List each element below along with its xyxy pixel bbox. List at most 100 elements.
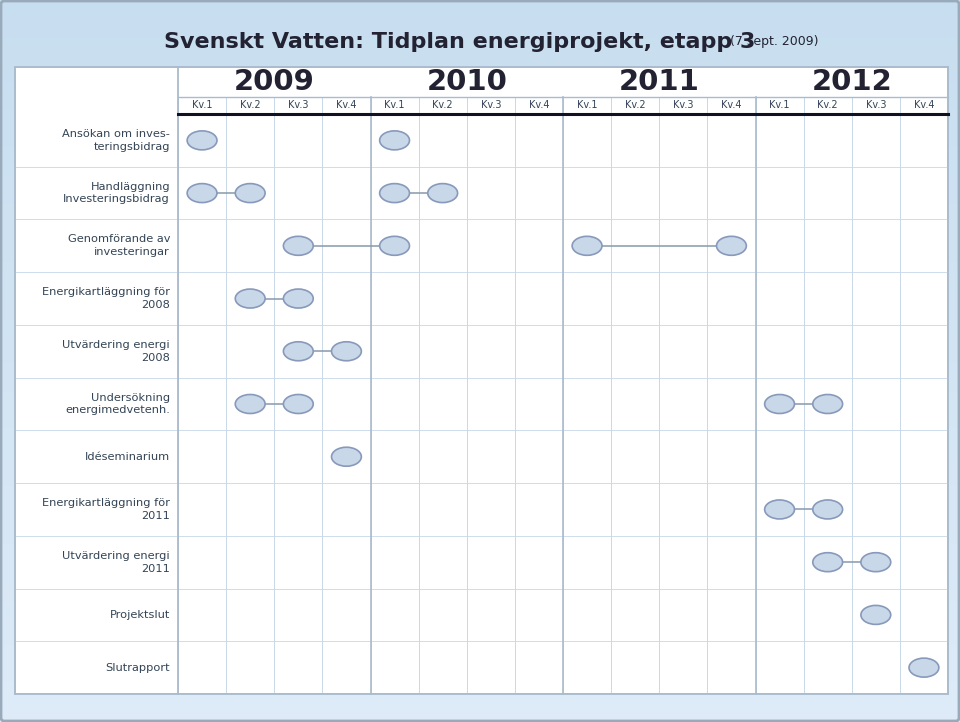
Text: Kv.4: Kv.4 <box>336 100 357 110</box>
Bar <box>0 513 960 520</box>
Bar <box>0 563 960 570</box>
Ellipse shape <box>813 552 843 572</box>
Bar <box>0 542 960 549</box>
Bar <box>0 383 960 390</box>
Bar <box>0 426 960 433</box>
Bar <box>0 58 960 65</box>
Ellipse shape <box>861 606 891 625</box>
Bar <box>0 592 960 599</box>
Text: (7 sept. 2009): (7 sept. 2009) <box>730 35 819 48</box>
Bar <box>0 578 960 585</box>
Bar <box>0 650 960 657</box>
Bar <box>0 180 960 188</box>
Bar <box>0 7 960 14</box>
Bar <box>0 491 960 498</box>
Ellipse shape <box>813 500 843 519</box>
Ellipse shape <box>331 342 361 361</box>
Text: Kv.1: Kv.1 <box>192 100 212 110</box>
Text: Kv.2: Kv.2 <box>432 100 453 110</box>
Text: Kv.2: Kv.2 <box>240 100 260 110</box>
Bar <box>0 679 960 686</box>
Bar <box>0 419 960 426</box>
Text: Genomförande av
investeringar: Genomförande av investeringar <box>67 235 170 257</box>
Bar <box>0 477 960 484</box>
Text: 2010: 2010 <box>426 68 507 96</box>
Bar <box>0 137 960 144</box>
Bar <box>0 628 960 635</box>
Text: Kv.1: Kv.1 <box>384 100 405 110</box>
Bar <box>0 159 960 166</box>
Ellipse shape <box>379 236 410 256</box>
Bar <box>0 361 960 368</box>
FancyBboxPatch shape <box>15 67 948 694</box>
Ellipse shape <box>716 236 746 256</box>
Bar <box>0 318 960 325</box>
Text: 2011: 2011 <box>619 68 700 96</box>
Bar <box>0 195 960 202</box>
Text: Slutrapport: Slutrapport <box>106 663 170 673</box>
Bar <box>0 72 960 79</box>
Bar <box>0 375 960 383</box>
Text: Kv.2: Kv.2 <box>817 100 838 110</box>
Bar <box>0 173 960 180</box>
Bar <box>0 397 960 404</box>
Bar <box>0 614 960 621</box>
Bar <box>0 440 960 448</box>
Ellipse shape <box>379 131 410 150</box>
Bar <box>0 549 960 556</box>
Bar <box>0 498 960 505</box>
Ellipse shape <box>428 183 458 203</box>
Bar <box>0 303 960 310</box>
Bar <box>0 238 960 245</box>
Bar <box>0 289 960 296</box>
Text: Kv.4: Kv.4 <box>914 100 934 110</box>
Text: Idéseminarium: Idéseminarium <box>84 452 170 462</box>
Ellipse shape <box>909 658 939 677</box>
Ellipse shape <box>331 447 361 466</box>
Ellipse shape <box>813 394 843 414</box>
Text: Utvärdering energi
2008: Utvärdering energi 2008 <box>62 340 170 362</box>
Text: Svenskt Vatten: Tidplan energiprojekt, etapp 3: Svenskt Vatten: Tidplan energiprojekt, e… <box>164 32 756 52</box>
Bar <box>0 715 960 722</box>
Text: Kv.3: Kv.3 <box>288 100 308 110</box>
Ellipse shape <box>283 236 313 256</box>
Ellipse shape <box>187 183 217 203</box>
Ellipse shape <box>283 342 313 361</box>
Bar <box>0 520 960 527</box>
Bar <box>0 188 960 195</box>
Ellipse shape <box>379 183 410 203</box>
Bar <box>0 621 960 628</box>
Bar <box>0 390 960 397</box>
Bar <box>0 527 960 534</box>
Bar <box>0 455 960 462</box>
Ellipse shape <box>187 131 217 150</box>
Bar <box>0 245 960 253</box>
Bar <box>0 43 960 51</box>
Text: Projektslut: Projektslut <box>109 610 170 620</box>
Bar <box>0 144 960 152</box>
Text: Handläggning
Investeringsbidrag: Handläggning Investeringsbidrag <box>63 182 170 204</box>
Bar <box>0 231 960 238</box>
Ellipse shape <box>572 236 602 256</box>
Text: Ansökan om inves-
teringsbidrag: Ansökan om inves- teringsbidrag <box>62 129 170 152</box>
Bar <box>0 462 960 469</box>
Bar <box>0 101 960 108</box>
Bar <box>0 404 960 412</box>
Bar <box>0 671 960 679</box>
Bar <box>0 635 960 643</box>
Bar <box>0 412 960 419</box>
Text: Utvärdering energi
2011: Utvärdering energi 2011 <box>62 551 170 573</box>
Text: Energikartläggning för
2008: Energikartläggning för 2008 <box>42 287 170 310</box>
Ellipse shape <box>861 552 891 572</box>
Bar <box>0 79 960 87</box>
Bar <box>0 606 960 614</box>
Bar <box>0 700 960 708</box>
Bar <box>0 469 960 477</box>
Bar <box>0 657 960 664</box>
Ellipse shape <box>235 394 265 414</box>
Bar <box>0 368 960 375</box>
Ellipse shape <box>283 289 313 308</box>
Bar <box>0 585 960 592</box>
Bar <box>0 123 960 130</box>
Bar <box>0 51 960 58</box>
